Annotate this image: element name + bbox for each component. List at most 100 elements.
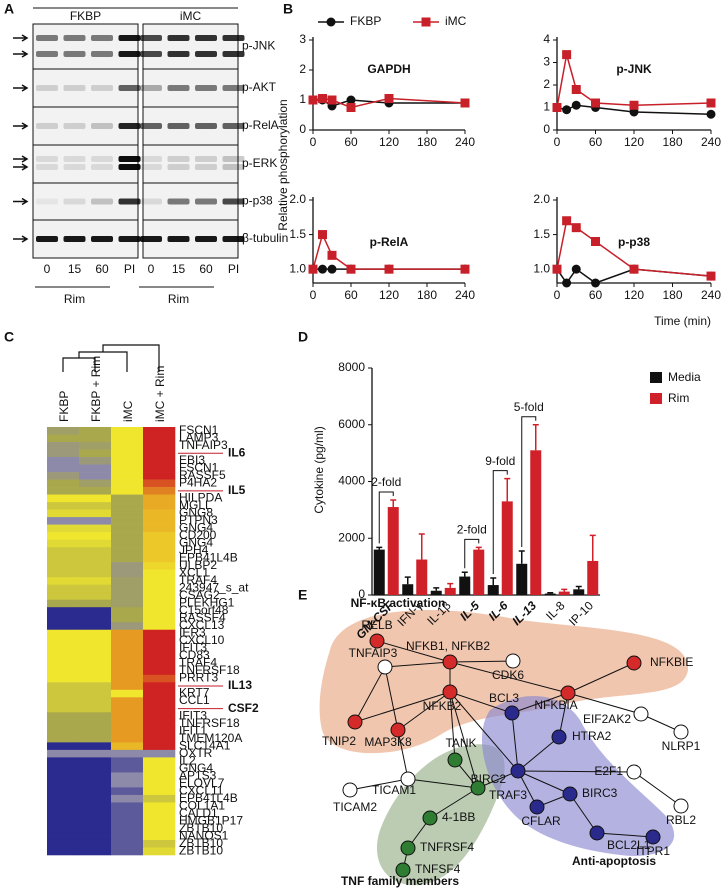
heatmap-cell bbox=[111, 614, 144, 623]
heatmap-cell bbox=[143, 449, 176, 458]
panel-label: D bbox=[298, 329, 308, 345]
band bbox=[63, 236, 86, 242]
band bbox=[140, 156, 162, 162]
data-point bbox=[591, 98, 600, 108]
arrow bbox=[13, 34, 29, 42]
heatmap-cell bbox=[79, 712, 112, 721]
band bbox=[140, 198, 162, 205]
data-point bbox=[562, 50, 572, 60]
x-tick-label: 60 bbox=[344, 135, 358, 149]
heatmap-cell bbox=[143, 569, 176, 578]
node-label: EIF2AK2 bbox=[583, 712, 631, 726]
bar bbox=[430, 590, 442, 595]
band bbox=[36, 198, 58, 205]
region-apoptosis bbox=[481, 696, 675, 856]
heatmap-cell bbox=[47, 667, 80, 676]
edge bbox=[449, 691, 479, 789]
heatmap-cell bbox=[47, 719, 80, 728]
heatmap-cell bbox=[79, 704, 112, 713]
heatmap-cell bbox=[79, 779, 112, 788]
heatmap-cell bbox=[111, 787, 144, 796]
heatmap-cell bbox=[47, 517, 80, 525]
band bbox=[63, 123, 86, 129]
data-point bbox=[384, 94, 394, 103]
node-label: TNFAIP3 bbox=[349, 646, 398, 660]
annotation: 2-fold bbox=[371, 475, 401, 489]
x-tick-label: IL-8 bbox=[543, 598, 568, 623]
heatmap-cell bbox=[143, 847, 176, 856]
lane-label: 60 bbox=[95, 262, 109, 276]
band bbox=[167, 51, 190, 57]
error-bar bbox=[504, 477, 511, 502]
node bbox=[377, 659, 393, 675]
gene-label: RASSF5 bbox=[179, 468, 226, 482]
blot-row-label: p-JNK bbox=[242, 39, 275, 53]
band bbox=[140, 35, 162, 41]
heatmap-cell bbox=[79, 569, 112, 578]
heatmap-cell bbox=[47, 817, 80, 826]
heatmap-cell bbox=[47, 554, 80, 563]
gene-label: MGLL bbox=[179, 498, 212, 512]
error-bar bbox=[418, 533, 425, 560]
heatmap-cell bbox=[79, 689, 112, 698]
edge bbox=[517, 770, 635, 773]
data-point bbox=[562, 278, 572, 288]
gene-label: XCL1 bbox=[179, 566, 209, 580]
band bbox=[167, 236, 190, 242]
group-label: TNF family members bbox=[341, 874, 459, 888]
heatmap-cell bbox=[47, 787, 80, 796]
node-label: TANK bbox=[445, 736, 476, 750]
data-point bbox=[552, 264, 562, 274]
edge bbox=[567, 692, 642, 715]
annotation: 2-fold bbox=[457, 523, 487, 537]
heatmap-cell bbox=[79, 719, 112, 728]
data-point bbox=[562, 105, 572, 115]
heatmap-cell bbox=[143, 607, 176, 616]
band bbox=[63, 35, 86, 41]
data-point bbox=[562, 216, 572, 226]
heatmap-cell bbox=[47, 524, 80, 533]
heatmap-cell bbox=[111, 839, 144, 848]
node-label: RBL2 bbox=[666, 813, 696, 827]
treatment-label: Rim bbox=[64, 292, 85, 306]
y-tick-label: 1.0 bbox=[533, 261, 550, 275]
heatmap-cell bbox=[47, 509, 80, 518]
gene-label: CD200 bbox=[179, 528, 217, 542]
band bbox=[195, 123, 217, 129]
heatmap-cell bbox=[111, 592, 144, 601]
heatmap-cell bbox=[47, 809, 80, 818]
node-label: MAP3K8 bbox=[364, 735, 412, 749]
heatmap-cell bbox=[79, 637, 112, 646]
heatmap-cell bbox=[143, 652, 176, 661]
band bbox=[63, 156, 86, 162]
y-tick-label: 1.5 bbox=[533, 227, 550, 241]
legend-swatch bbox=[650, 393, 662, 404]
heatmap-cell bbox=[79, 809, 112, 818]
node-label: TNFRSF4 bbox=[420, 840, 474, 854]
band bbox=[36, 236, 58, 242]
heatmap-cell bbox=[111, 487, 144, 495]
node bbox=[504, 705, 520, 721]
band bbox=[195, 85, 217, 91]
subplot-title: GAPDH bbox=[367, 62, 410, 76]
heatmap-cell bbox=[79, 449, 112, 458]
legend-label: Rim bbox=[668, 391, 689, 405]
heatmap-cell bbox=[111, 809, 144, 818]
heatmap-cell bbox=[47, 502, 80, 510]
heatmap-cell bbox=[143, 427, 176, 435]
edge bbox=[354, 666, 386, 723]
band bbox=[140, 51, 162, 57]
heatmap-cell bbox=[111, 659, 144, 668]
data-point bbox=[571, 223, 581, 233]
data-point bbox=[327, 264, 337, 274]
legend-label: Media bbox=[668, 370, 701, 384]
heatmap-cell bbox=[47, 577, 80, 585]
subplot-title: p-p38 bbox=[618, 235, 650, 249]
heatmap-cell bbox=[79, 464, 112, 473]
gene-label: TNFAIP3 bbox=[179, 438, 228, 452]
heatmap-cell bbox=[47, 487, 80, 495]
column-label: FKBP bbox=[57, 391, 71, 422]
heatmap-cell bbox=[111, 472, 144, 480]
heatmap-cell bbox=[143, 577, 176, 585]
